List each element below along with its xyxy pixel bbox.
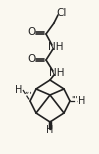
Text: NH: NH xyxy=(48,42,64,52)
Text: H: H xyxy=(46,125,54,135)
Text: O: O xyxy=(28,27,36,37)
Text: Cl: Cl xyxy=(57,8,67,18)
Text: H: H xyxy=(78,96,85,106)
Text: ,,,: ,,, xyxy=(24,87,32,95)
Text: H: H xyxy=(15,85,22,95)
Text: ''': ''' xyxy=(71,95,78,105)
Text: O: O xyxy=(28,54,36,64)
Text: NH: NH xyxy=(49,68,65,78)
